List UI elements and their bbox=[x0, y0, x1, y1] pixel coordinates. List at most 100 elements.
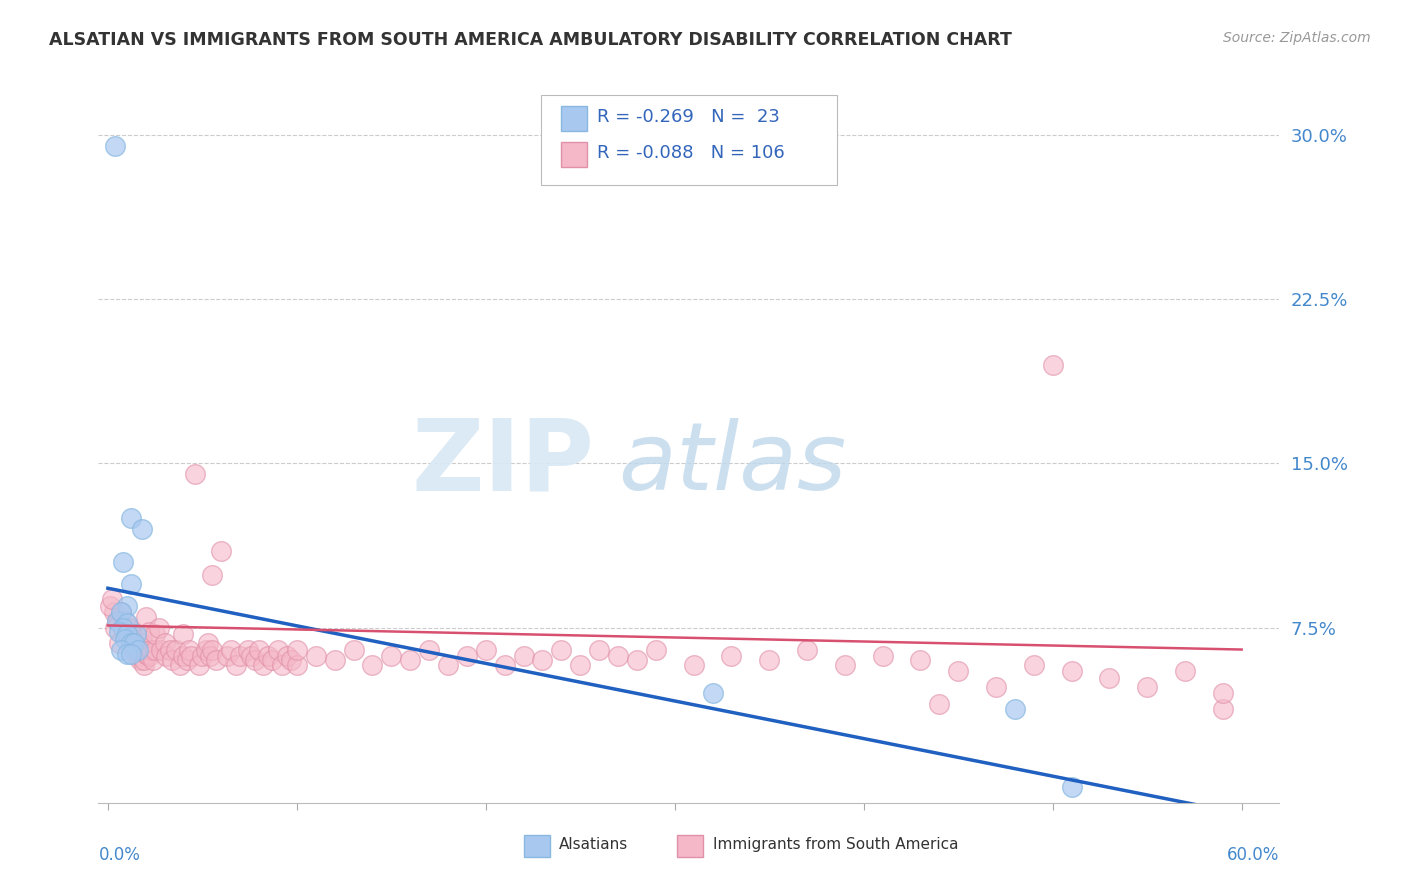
Point bbox=[219, 642, 242, 657]
Text: ALSATIAN VS IMMIGRANTS FROM SOUTH AMERICA AMBULATORY DISABILITY CORRELATION CHAR: ALSATIAN VS IMMIGRANTS FROM SOUTH AMERIC… bbox=[49, 31, 1012, 49]
Point bbox=[1060, 665, 1083, 679]
Point bbox=[1136, 680, 1159, 694]
Point bbox=[169, 657, 191, 672]
Point bbox=[108, 616, 131, 631]
Point bbox=[550, 642, 572, 657]
Point bbox=[215, 649, 238, 664]
Point bbox=[305, 649, 328, 664]
Point bbox=[115, 647, 138, 661]
Point bbox=[125, 627, 148, 641]
Point bbox=[124, 636, 146, 650]
Point bbox=[1060, 780, 1083, 795]
Point bbox=[120, 636, 142, 650]
Point bbox=[125, 647, 148, 661]
Point bbox=[115, 616, 138, 631]
Point bbox=[187, 657, 209, 672]
Point bbox=[626, 653, 648, 667]
Point bbox=[110, 605, 132, 619]
Point bbox=[184, 467, 207, 482]
Point bbox=[108, 636, 131, 650]
Point bbox=[475, 642, 498, 657]
Point bbox=[132, 657, 155, 672]
Point bbox=[323, 653, 346, 667]
Point bbox=[758, 653, 780, 667]
Point bbox=[120, 632, 142, 646]
FancyBboxPatch shape bbox=[541, 95, 837, 185]
Point bbox=[252, 657, 274, 672]
Point bbox=[105, 614, 128, 628]
Point bbox=[201, 568, 224, 582]
Text: 60.0%: 60.0% bbox=[1227, 847, 1279, 864]
Point bbox=[159, 642, 181, 657]
Point bbox=[129, 653, 152, 667]
Text: 0.0%: 0.0% bbox=[98, 847, 141, 864]
Point bbox=[1174, 665, 1197, 679]
Point bbox=[236, 642, 259, 657]
Point bbox=[121, 627, 143, 641]
Point bbox=[120, 577, 142, 591]
Point bbox=[267, 642, 290, 657]
Point bbox=[197, 636, 219, 650]
Point bbox=[110, 605, 132, 619]
Point bbox=[229, 649, 252, 664]
Point bbox=[114, 614, 136, 628]
Point bbox=[148, 621, 170, 635]
Point bbox=[257, 649, 280, 664]
Point bbox=[1004, 701, 1026, 715]
Point bbox=[984, 680, 1007, 694]
Point bbox=[115, 627, 138, 641]
Point bbox=[100, 592, 122, 607]
Point bbox=[285, 642, 308, 657]
Point bbox=[127, 649, 149, 664]
Point bbox=[588, 642, 610, 657]
Point bbox=[682, 657, 704, 672]
Point bbox=[142, 653, 165, 667]
Point bbox=[131, 632, 153, 646]
Point bbox=[110, 642, 132, 657]
Point bbox=[124, 636, 146, 650]
Point bbox=[143, 642, 166, 657]
Point bbox=[138, 625, 160, 640]
Point bbox=[104, 139, 127, 153]
Point bbox=[127, 642, 149, 657]
Point bbox=[285, 657, 308, 672]
Point bbox=[104, 621, 127, 635]
Point bbox=[165, 642, 187, 657]
Point bbox=[644, 642, 666, 657]
Point bbox=[195, 642, 218, 657]
Point bbox=[115, 599, 138, 613]
Point bbox=[201, 642, 224, 657]
Point bbox=[245, 653, 267, 667]
Point bbox=[280, 653, 302, 667]
Point bbox=[153, 636, 176, 650]
Point bbox=[120, 511, 142, 525]
Point bbox=[399, 653, 422, 667]
Text: Source: ZipAtlas.com: Source: ZipAtlas.com bbox=[1223, 31, 1371, 45]
Point bbox=[247, 642, 270, 657]
FancyBboxPatch shape bbox=[561, 143, 588, 167]
Point bbox=[135, 647, 157, 661]
Text: R = -0.088   N = 106: R = -0.088 N = 106 bbox=[596, 144, 785, 161]
Point bbox=[910, 653, 932, 667]
Point bbox=[131, 636, 153, 650]
Point bbox=[138, 649, 160, 664]
Point bbox=[125, 642, 148, 657]
Point bbox=[276, 649, 298, 664]
FancyBboxPatch shape bbox=[678, 835, 703, 857]
Point bbox=[796, 642, 818, 657]
Point bbox=[131, 522, 153, 536]
Point bbox=[176, 653, 198, 667]
Point bbox=[1042, 358, 1064, 372]
Point bbox=[702, 686, 724, 700]
Point bbox=[456, 649, 478, 664]
Point bbox=[607, 649, 630, 664]
Point bbox=[872, 649, 894, 664]
Point bbox=[494, 657, 516, 672]
FancyBboxPatch shape bbox=[523, 835, 550, 857]
Point bbox=[111, 621, 134, 635]
Point bbox=[111, 555, 134, 569]
Point bbox=[948, 665, 970, 679]
Point bbox=[141, 642, 163, 657]
Point bbox=[225, 657, 247, 672]
Point bbox=[98, 599, 121, 613]
